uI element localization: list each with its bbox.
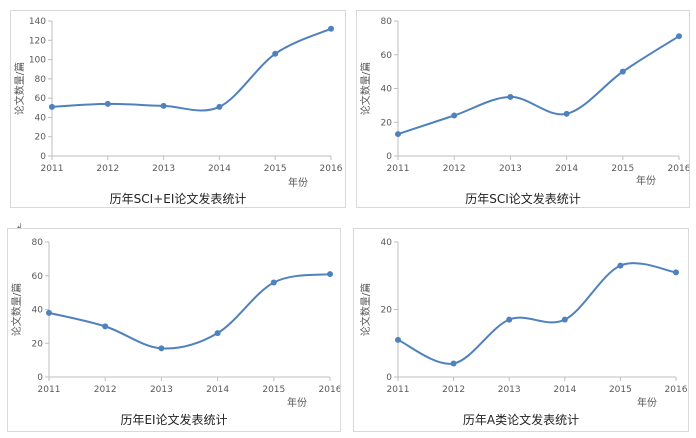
data-point (49, 103, 55, 110)
data-point (563, 110, 570, 117)
x-tick-label: 2011 (38, 385, 61, 395)
data-point (676, 33, 682, 40)
x-tick-label: 2014 (553, 385, 576, 395)
data-point (451, 112, 458, 119)
y-tick-label: 20 (32, 339, 44, 349)
x-tick-label: 2015 (609, 385, 632, 395)
x-tick-label: 2016 (320, 164, 343, 174)
x-tick-label: 2015 (264, 164, 287, 174)
chart-panel-a-class: 0 20 40 2011 2012 2013 2014 2015 2016 论文数量/篇年份历年A… (353, 228, 689, 432)
data-point (673, 269, 679, 276)
data-point (395, 131, 401, 138)
x-tick-label: 2013 (498, 385, 521, 395)
chart-svg: 0 20 40 60 80 100 120 140 2011 2012 2013 2014 2015 20… (13, 17, 343, 206)
data-point (102, 323, 109, 330)
y-axis-label: 论文数量/篇 (359, 62, 372, 115)
x-tick-label: 2015 (611, 164, 634, 174)
data-point (395, 336, 401, 343)
chart-title: 历年SCI论文发表统计 (465, 191, 581, 206)
data-point (160, 102, 167, 109)
y-axis-label: 论文数量/篇 (10, 283, 23, 336)
chart-svg: 0 20 40 60 80 2011 2012 2013 2014 2015 2016 论文数量/篇年… (359, 17, 689, 206)
y-tick-label: 20 (381, 306, 393, 316)
chart-title: 历年EI论文发表统计 (120, 412, 227, 427)
data-point (506, 316, 513, 323)
x-tick-label: 2016 (665, 385, 688, 395)
x-tick-label: 2014 (208, 164, 231, 174)
y-tick-label: 140 (29, 17, 46, 27)
y-tick-label: 20 (381, 118, 393, 128)
y-tick-label: 0 (40, 152, 46, 162)
y-tick-label: 0 (386, 373, 392, 383)
data-point (104, 100, 111, 107)
y-tick-label: 40 (35, 113, 47, 123)
series-line (51, 27, 332, 112)
data-point (158, 345, 165, 352)
y-tick-label: 100 (29, 56, 46, 66)
x-tick-label: 2012 (443, 164, 466, 174)
chart-panel-ei: 0 20 40 60 80 2011 2012 2013 2014 2015 2016 论文数量/篇年… (7, 228, 341, 432)
x-axis-label: 年份 (288, 176, 308, 189)
y-tick-label: 60 (32, 272, 44, 282)
x-axis-label: 年份 (287, 396, 307, 409)
y-tick-label: 40 (32, 306, 44, 316)
data-point (270, 279, 277, 286)
data-point (327, 271, 333, 278)
x-tick-label: 2016 (319, 385, 340, 395)
x-axis-label: 年份 (637, 396, 657, 409)
y-axis-label: 论文数量/篇 (13, 62, 26, 115)
y-tick-label: 80 (35, 75, 47, 85)
data-point (619, 68, 626, 75)
data-point (617, 262, 624, 269)
data-point (214, 330, 221, 337)
data-point (450, 360, 457, 367)
series-line (397, 35, 680, 136)
x-axis-label: 年份 (636, 174, 656, 187)
chart-panel-sci-ei: 0 20 40 60 80 100 120 140 2011 2012 2013 2014 2015 20… (10, 10, 346, 208)
data-point (216, 103, 223, 110)
x-tick-label: 2012 (442, 385, 465, 395)
chart-panel-sci: 0 20 40 60 80 2011 2012 2013 2014 2015 2016 论文数量/篇年… (356, 10, 690, 208)
x-tick-label: 2014 (555, 164, 578, 174)
y-axis-label: 论文数量/篇 (359, 283, 372, 336)
chart-title: 历年A类论文发表统计 (463, 412, 579, 427)
series-line (48, 273, 331, 350)
series-line (397, 262, 677, 365)
x-tick-label: 2013 (499, 164, 522, 174)
x-tick-label: 2011 (387, 385, 410, 395)
x-tick-label: 2011 (387, 164, 410, 174)
data-point (507, 93, 514, 100)
y-tick-label: 40 (381, 238, 393, 248)
data-point (272, 50, 279, 57)
y-tick-label: 40 (381, 85, 393, 95)
data-point (328, 25, 334, 32)
y-tick-label: 80 (381, 17, 393, 27)
chart-svg: 0 20 40 2011 2012 2013 2014 2015 2016 论文数量/篇年份历年A… (359, 238, 688, 427)
y-tick-label: 0 (386, 152, 392, 162)
y-tick-label: 20 (35, 133, 47, 143)
x-tick-label: 2014 (206, 385, 229, 395)
paragraph-mark: ↲ (16, 222, 23, 231)
y-tick-label: 60 (381, 51, 393, 61)
data-point (561, 316, 568, 323)
x-tick-label: 2015 (262, 385, 285, 395)
y-tick-label: 80 (32, 238, 44, 248)
x-tick-label: 2013 (150, 385, 173, 395)
chart-svg: 0 20 40 60 80 2011 2012 2013 2014 2015 2016 论文数量/篇年… (10, 238, 340, 427)
y-tick-label: 0 (37, 373, 43, 383)
data-point (46, 309, 52, 316)
chart-title: 历年SCI+EI论文发表统计 (110, 191, 247, 206)
x-tick-label: 2013 (152, 164, 175, 174)
x-tick-label: 2012 (94, 385, 117, 395)
x-tick-label: 2012 (96, 164, 119, 174)
y-tick-label: 60 (35, 94, 47, 104)
x-tick-label: 2016 (668, 164, 689, 174)
x-tick-label: 2011 (41, 164, 64, 174)
y-tick-label: 120 (29, 36, 46, 46)
